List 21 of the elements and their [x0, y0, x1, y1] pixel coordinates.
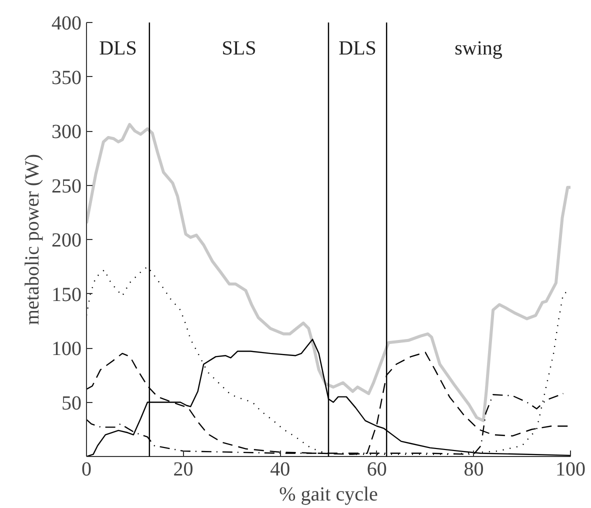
x-tick-label: 80 [464, 458, 484, 480]
annotation: DLS [338, 38, 376, 60]
y-tick-label: 250 [52, 175, 82, 198]
x-axis-title: % gait cycle [279, 484, 378, 506]
x-tick-label: 40 [270, 458, 290, 480]
y-tick-label: 350 [52, 66, 82, 89]
annotation: SLS [222, 38, 256, 60]
y-tick-label: 100 [52, 338, 82, 360]
y-tick-label: 200 [52, 230, 82, 252]
x-tick-label: 0 [82, 458, 92, 480]
x-tick-label: 100 [556, 458, 586, 480]
y-tick-label: 300 [52, 121, 82, 143]
annotation: DLS [99, 38, 137, 60]
line-series [86, 122, 570, 422]
y-tick-label: 150 [52, 284, 82, 306]
y-tick-label: 50 [62, 392, 82, 414]
y-axis-title: metabolic power (W) [22, 154, 44, 326]
x-tick-label: 60 [366, 458, 387, 480]
x-tick-label: 20 [173, 458, 194, 480]
annotation: swing [454, 38, 502, 60]
y-tick-label: 400 [52, 12, 82, 34]
